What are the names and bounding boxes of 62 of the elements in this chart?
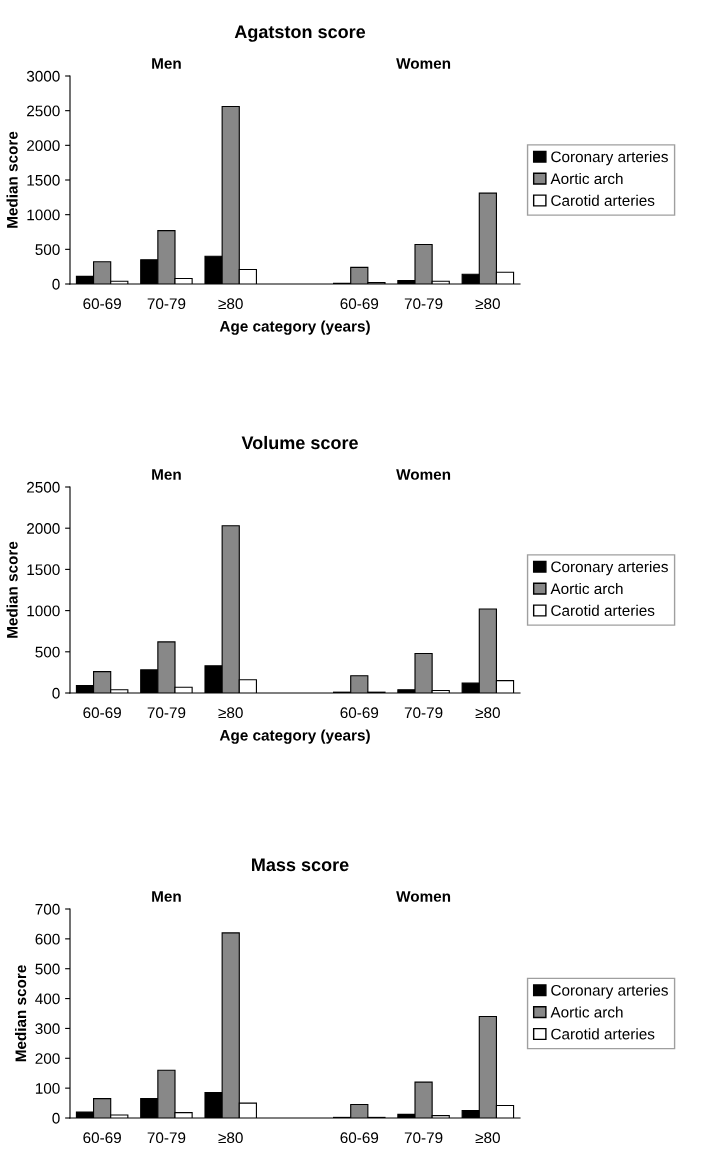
y-tick-label: 2000 xyxy=(27,140,60,152)
x-axis-title: Age category (years) xyxy=(219,320,370,335)
y-tick-label: 1000 xyxy=(27,605,60,617)
y-tick-label: 500 xyxy=(35,646,60,658)
legend-label: Aortic arch xyxy=(550,172,623,185)
legend-label: Aortic arch xyxy=(550,1006,623,1018)
y-tick-label: 0 xyxy=(52,278,60,290)
x-tick-label: 70-79 xyxy=(404,707,443,719)
x-tick-label: 70-79 xyxy=(147,707,186,719)
y-tick-label: 400 xyxy=(35,993,60,1005)
legend-label: Carotid arteries xyxy=(551,604,655,616)
x-tick-label: 60-69 xyxy=(83,707,121,719)
y-tick-label: 1500 xyxy=(27,564,60,576)
x-tick-label: 70-79 xyxy=(404,1132,443,1144)
y-tick-label: 0 xyxy=(52,687,60,699)
y-tick-label: 700 xyxy=(35,903,60,915)
chart-title: Mass score xyxy=(252,858,349,872)
y-tick-label: 0 xyxy=(52,1112,60,1124)
text: Women xyxy=(396,891,451,902)
y-tick-label: 600 xyxy=(35,933,60,945)
y-tick-label: 1500 xyxy=(27,174,60,186)
y-axis-title: Median score xyxy=(6,131,18,228)
x-tick-label: ≥80 xyxy=(218,1132,243,1144)
x-tick-label: 60-69 xyxy=(83,1132,121,1144)
y-tick-label: 500 xyxy=(35,244,60,256)
x-tick-label: 70-79 xyxy=(404,298,443,310)
text: Men xyxy=(152,58,181,69)
x-tick-label: ≥80 xyxy=(475,1132,500,1144)
x-tick-label: ≥80 xyxy=(218,707,243,719)
legend-label: Coronary arteries xyxy=(551,561,668,576)
x-tick-label: 60-69 xyxy=(340,298,379,310)
legend-label: Coronary arteries xyxy=(551,151,668,166)
legend-label: Coronary arteries xyxy=(551,984,668,999)
y-tick-label: 200 xyxy=(35,1053,60,1064)
y-axis-title: Median score xyxy=(6,541,18,638)
x-tick-label: 70-79 xyxy=(147,298,186,310)
y-tick-label: 300 xyxy=(35,1023,60,1035)
text: Women xyxy=(396,469,451,480)
y-tick-label: 500 xyxy=(35,963,60,975)
x-tick-label: 60-69 xyxy=(340,707,379,719)
y-tick-label: 2500 xyxy=(27,481,60,493)
y-tick-label: 2000 xyxy=(27,523,60,534)
y-tick-label: 100 xyxy=(35,1083,60,1094)
chart-title: Agatston score xyxy=(234,25,366,42)
legend-label: Aortic arch xyxy=(550,582,623,595)
x-tick-label: ≥80 xyxy=(475,707,500,719)
y-tick-label: 2500 xyxy=(27,105,60,117)
x-tick-label: ≥80 xyxy=(218,298,243,310)
x-tick-label: ≥80 xyxy=(475,298,500,310)
text: Men xyxy=(152,469,181,480)
x-tick-label: 60-69 xyxy=(83,298,121,310)
legend-label: Carotid arteries xyxy=(551,1028,655,1040)
text: Men xyxy=(152,891,181,902)
x-tick-label: 70-79 xyxy=(147,1132,186,1144)
y-axis-title: Median score xyxy=(14,965,27,1062)
text: Women xyxy=(396,58,451,69)
legend-label: Carotid arteries xyxy=(551,194,655,206)
y-tick-label: 3000 xyxy=(26,70,60,82)
x-axis-title: Age category (years) xyxy=(219,729,370,744)
x-tick-label: 60-69 xyxy=(340,1132,379,1144)
chart-title: Volume score xyxy=(241,435,358,450)
y-tick-label: 1000 xyxy=(27,209,60,221)
